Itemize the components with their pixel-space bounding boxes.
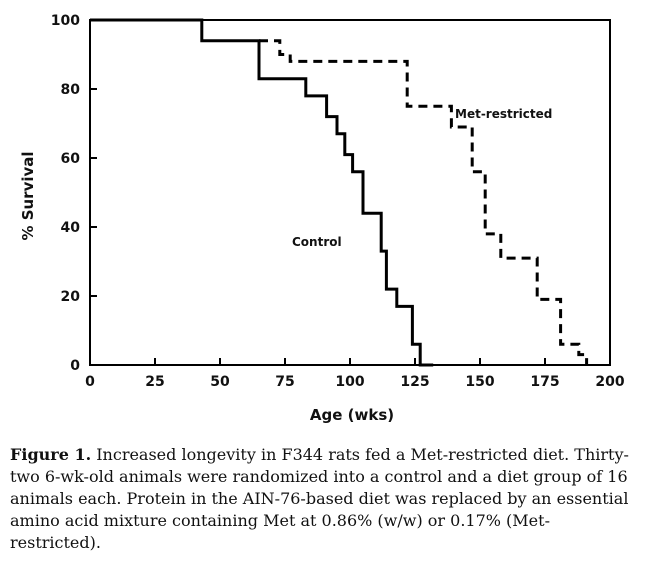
x-tick-label: 100 — [335, 374, 364, 390]
x-tick-label: 75 — [275, 374, 294, 390]
x-tick-label: 200 — [595, 374, 624, 390]
y-axis-label: % Survival — [19, 151, 37, 240]
x-tick-label: 50 — [210, 374, 230, 390]
chart-axes — [89, 19, 611, 366]
caption-text: Increased longevity in F344 rats fed a M… — [10, 445, 629, 552]
figure-number: Figure 1. — [10, 445, 92, 464]
y-tick-label: 80 — [61, 82, 81, 98]
series-label-control: Control — [292, 235, 342, 249]
x-axis-label: Age (wks) — [310, 406, 394, 424]
y-tick-label: 20 — [61, 289, 81, 305]
series-line-control — [90, 18, 434, 367]
x-tick-label: 150 — [465, 374, 494, 390]
y-tick-label: 60 — [61, 151, 81, 167]
x-tick-label: 25 — [145, 374, 164, 390]
plot-frame — [89, 19, 611, 366]
y-tick-label: 40 — [61, 220, 81, 236]
x-tick-label: 0 — [85, 374, 95, 390]
x-tick-label: 125 — [400, 374, 429, 390]
series-line-met-restricted — [259, 39, 589, 365]
series-label-met-restricted: Met-restricted — [455, 107, 552, 121]
chart-series — [90, 18, 589, 367]
y-tick-label: 100 — [51, 13, 80, 29]
figure-caption: Figure 1. Increased longevity in F344 ra… — [10, 444, 640, 554]
y-tick-label: 0 — [70, 358, 80, 374]
x-tick-label: 175 — [530, 374, 559, 390]
survival-chart: 0 25 50 75 100 125 150 175 200 0 20 40 60 80 100 Met-r… — [19, 13, 625, 424]
chart-ticks: 0 25 50 75 100 125 150 175 200 0 20 40 60 80 100 — [51, 13, 625, 390]
